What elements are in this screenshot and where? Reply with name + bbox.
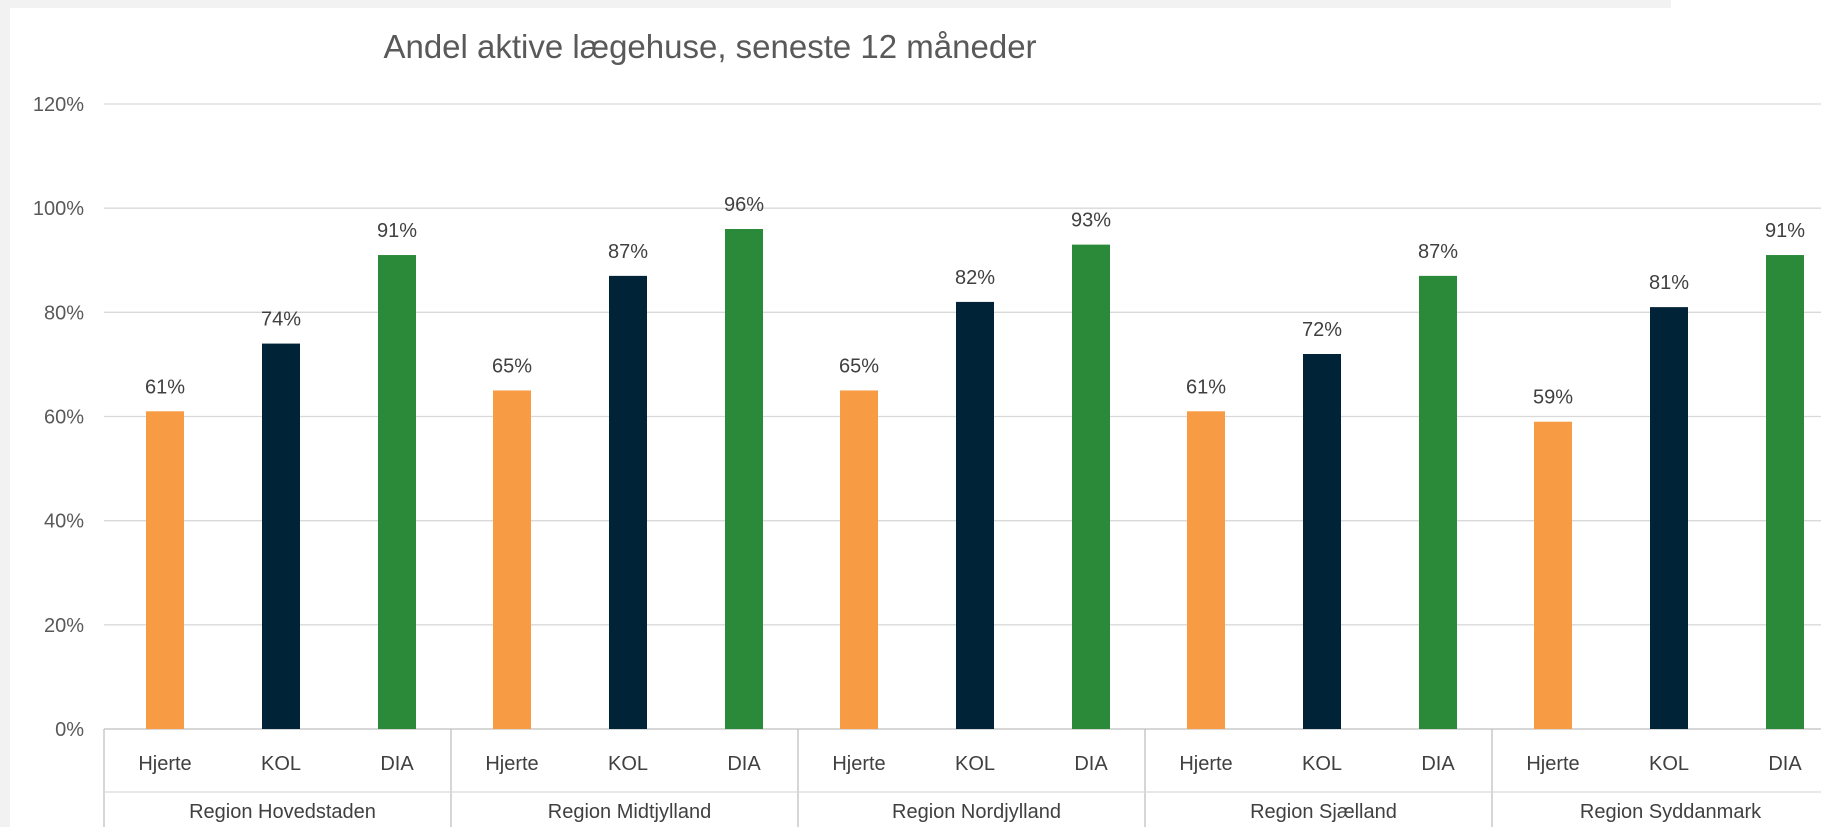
y-axis: 0% 20% 40% 60% 80% 100% 120% (33, 94, 84, 741)
category-label: Hjerte (485, 753, 538, 775)
data-label: 81% (1649, 272, 1689, 294)
category-label: Hjerte (1526, 753, 1579, 775)
category-label: DIA (1768, 753, 1802, 775)
region-label: Region Nordjylland (892, 801, 1061, 823)
bar-region-nordjylland-kol (956, 301, 994, 729)
data-label: 72% (1302, 319, 1342, 341)
y-tick-label: 0% (55, 719, 84, 741)
category-label: DIA (380, 753, 414, 775)
data-label: 65% (839, 355, 879, 377)
data-label: 61% (1186, 376, 1226, 398)
category-label: KOL (1649, 753, 1689, 775)
page-corner (1671, 0, 1821, 8)
bar-region-syddanmark-hjerte (1534, 421, 1572, 729)
data-label: 91% (1765, 220, 1805, 242)
bar-region-nordjylland-dia (1072, 244, 1110, 729)
y-tick-label: 120% (33, 94, 84, 116)
category-label: KOL (261, 753, 301, 775)
category-label: KOL (955, 753, 995, 775)
data-label: 91% (377, 220, 417, 242)
data-label: 87% (608, 241, 648, 263)
data-label: 65% (492, 355, 532, 377)
bar-region-syddanmark-dia (1766, 255, 1804, 729)
bar-region-midtjylland-dia (725, 229, 763, 729)
data-label: 59% (1533, 387, 1573, 409)
region-label: Region Syddanmark (1580, 801, 1762, 823)
y-tick-label: 80% (44, 302, 84, 324)
region-label: Region Midtjylland (548, 801, 711, 823)
y-tick-label: 40% (44, 511, 84, 533)
bar-region-hovedstaden-hjerte (146, 411, 184, 729)
chart-title: Andel aktive lægehuse, seneste 12 månede… (383, 28, 1036, 65)
data-label: 61% (145, 376, 185, 398)
bar-region-hovedstaden-kol (262, 343, 300, 729)
category-label: DIA (1074, 753, 1108, 775)
region-label: Region Sjælland (1250, 801, 1397, 823)
bar-region-hovedstaden-dia (378, 255, 416, 729)
bar-region-midtjylland-hjerte (493, 390, 531, 729)
bar-region-sjælland-dia (1419, 275, 1457, 729)
y-tick-label: 100% (33, 198, 84, 220)
data-label: 82% (955, 267, 995, 289)
bar-region-syddanmark-kol (1650, 307, 1688, 729)
x-axis: Hjerte KOL DIA Region Hovedstaden Hjerte KOL D… (103, 729, 1821, 827)
bar-region-nordjylland-hjerte (840, 390, 878, 729)
y-tick-label: 60% (44, 407, 84, 429)
data-label: 74% (261, 309, 301, 331)
category-label: Hjerte (138, 753, 191, 775)
data-label: 93% (1071, 210, 1111, 232)
chart-frame (10, 8, 1821, 827)
bar-region-sjælland-kol (1303, 354, 1341, 729)
category-label: Hjerte (1179, 753, 1232, 775)
data-labels: 61% 74% 91% 65% 87% 96% 65% 82% 93% 61% 72% 87% 59% 8… (145, 194, 1805, 409)
bar-region-midtjylland-kol (609, 275, 647, 729)
data-label: 87% (1418, 241, 1458, 263)
data-label: 96% (724, 194, 764, 216)
bar-region-sjælland-hjerte (1187, 411, 1225, 729)
category-label: DIA (727, 753, 761, 775)
category-label: Hjerte (832, 753, 885, 775)
category-label: DIA (1421, 753, 1455, 775)
y-tick-label: 20% (44, 615, 84, 637)
bars (146, 229, 1804, 729)
category-label: KOL (1302, 753, 1342, 775)
category-label: KOL (608, 753, 648, 775)
region-label: Region Hovedstaden (189, 801, 376, 823)
